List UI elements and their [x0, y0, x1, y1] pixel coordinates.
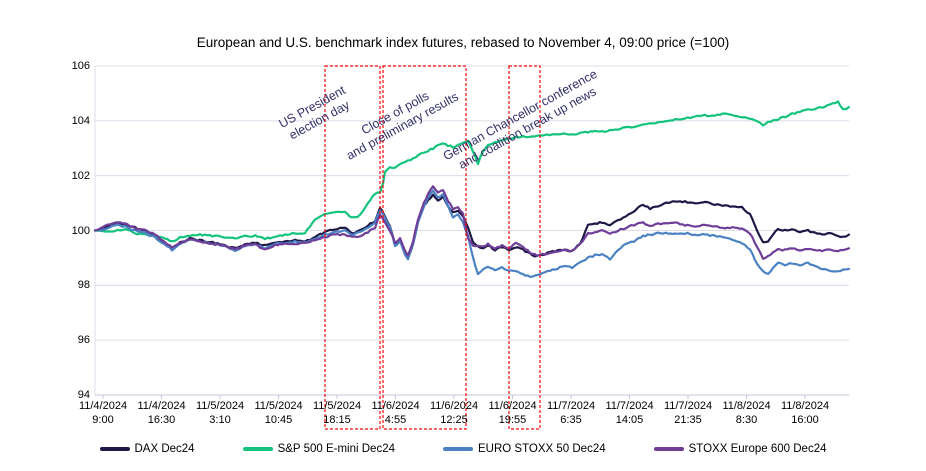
legend-swatch — [99, 447, 130, 451]
x-axis-label: 11/8/2024 8:30 — [710, 399, 784, 427]
x-label-time: 16:30 — [147, 414, 176, 426]
legend-label: STOXX Europe 600 Dec24 — [688, 443, 827, 455]
legend-swatch — [653, 447, 684, 451]
x-label-date: 11/4/2024 — [137, 400, 186, 412]
legend-item: DAX Dec24 — [99, 443, 195, 455]
x-axis-label: 11/5/2024 18:15 — [300, 399, 374, 427]
legend-swatch — [443, 447, 473, 451]
x-label-date: 11/6/2024 — [429, 400, 479, 412]
y-axis-label: 94 — [77, 389, 90, 401]
x-label-date: 11/4/2024 — [78, 400, 128, 412]
x-label-time: 19:55 — [498, 414, 527, 426]
x-axis-label: 11/7/2024 14:05 — [593, 399, 667, 427]
y-axis-label: 102 — [71, 169, 90, 182]
legend-label: S&P 500 E-mini Dec24 — [277, 443, 395, 455]
x-label-time: 21:35 — [674, 414, 702, 426]
y-axis-label: 106 — [71, 60, 90, 72]
event-window-box — [508, 65, 541, 430]
x-axis-label: 11/6/2024 19:55 — [476, 399, 550, 427]
x-axis-label: 11/4/2024 16:30 — [125, 399, 199, 427]
x-axis-label: 11/8/2024 16:00 — [768, 399, 842, 427]
x-label-time: 10:45 — [264, 414, 293, 426]
x-label-date: 11/5/2024 — [254, 400, 303, 412]
legend-item: STOXX Europe 600 Dec24 — [653, 443, 827, 455]
x-label-time: 16:00 — [791, 414, 819, 426]
x-label-date: 11/5/2024 — [312, 400, 362, 412]
legend-swatch — [242, 447, 273, 451]
legend-label: DAX Dec24 — [134, 443, 195, 455]
legend-item: EURO STOXX 50 Dec24 — [443, 443, 606, 455]
series-line-1 — [93, 100, 851, 243]
x-label-time: 4:55 — [384, 414, 407, 426]
x-label-time: 12:25 — [440, 414, 468, 426]
event-window-box — [324, 65, 381, 430]
chart-legend: DAX Dec24 S&P 500 E-mini Dec24 EURO STOXX … — [0, 443, 926, 455]
series-line-0 — [93, 193, 851, 259]
x-axis-label: 11/4/2024 9:00 — [66, 399, 140, 427]
x-label-date: 11/7/2024 — [663, 400, 713, 412]
x-axis-label: 11/5/2024 10:45 — [242, 399, 316, 427]
series-line-2 — [93, 189, 851, 278]
legend-item: S&P 500 E-mini Dec24 — [242, 443, 395, 455]
x-label-date: 11/7/2024 — [546, 400, 596, 412]
event-window-box — [382, 65, 467, 430]
series-line-3 — [93, 185, 851, 260]
x-label-date: 11/7/2024 — [605, 400, 654, 412]
x-label-time: 3:10 — [209, 414, 231, 426]
y-axis-label: 100 — [71, 224, 90, 237]
x-axis-label: 11/6/2024 4:55 — [359, 399, 433, 427]
y-axis-label: 104 — [71, 114, 90, 127]
x-label-time: 18:15 — [323, 414, 351, 426]
x-axis-label: 11/7/2024 6:35 — [534, 399, 608, 427]
x-axis-label: 11/6/2024 12:25 — [417, 399, 491, 427]
x-label-time: 6:35 — [560, 414, 582, 426]
x-label-time: 8:30 — [735, 414, 758, 426]
chart-title: European and U.S. benchmark index future… — [196, 35, 730, 50]
x-axis-label: 11/7/2024 21:35 — [651, 399, 725, 427]
x-label-date: 11/6/2024 — [488, 400, 537, 412]
x-label-date: 11/6/2024 — [371, 400, 420, 412]
x-label-date: 11/8/2024 — [780, 400, 830, 412]
x-axis-label: 11/5/2024 3:10 — [183, 399, 257, 427]
legend-label: EURO STOXX 50 Dec24 — [478, 443, 606, 455]
x-label-time: 14:05 — [615, 414, 644, 426]
y-axis-label: 96 — [77, 334, 90, 347]
y-axis-label: 98 — [77, 279, 90, 292]
x-label-date: 11/8/2024 — [722, 400, 771, 412]
x-label-date: 11/5/2024 — [195, 400, 245, 412]
x-label-time: 9:00 — [92, 414, 114, 426]
